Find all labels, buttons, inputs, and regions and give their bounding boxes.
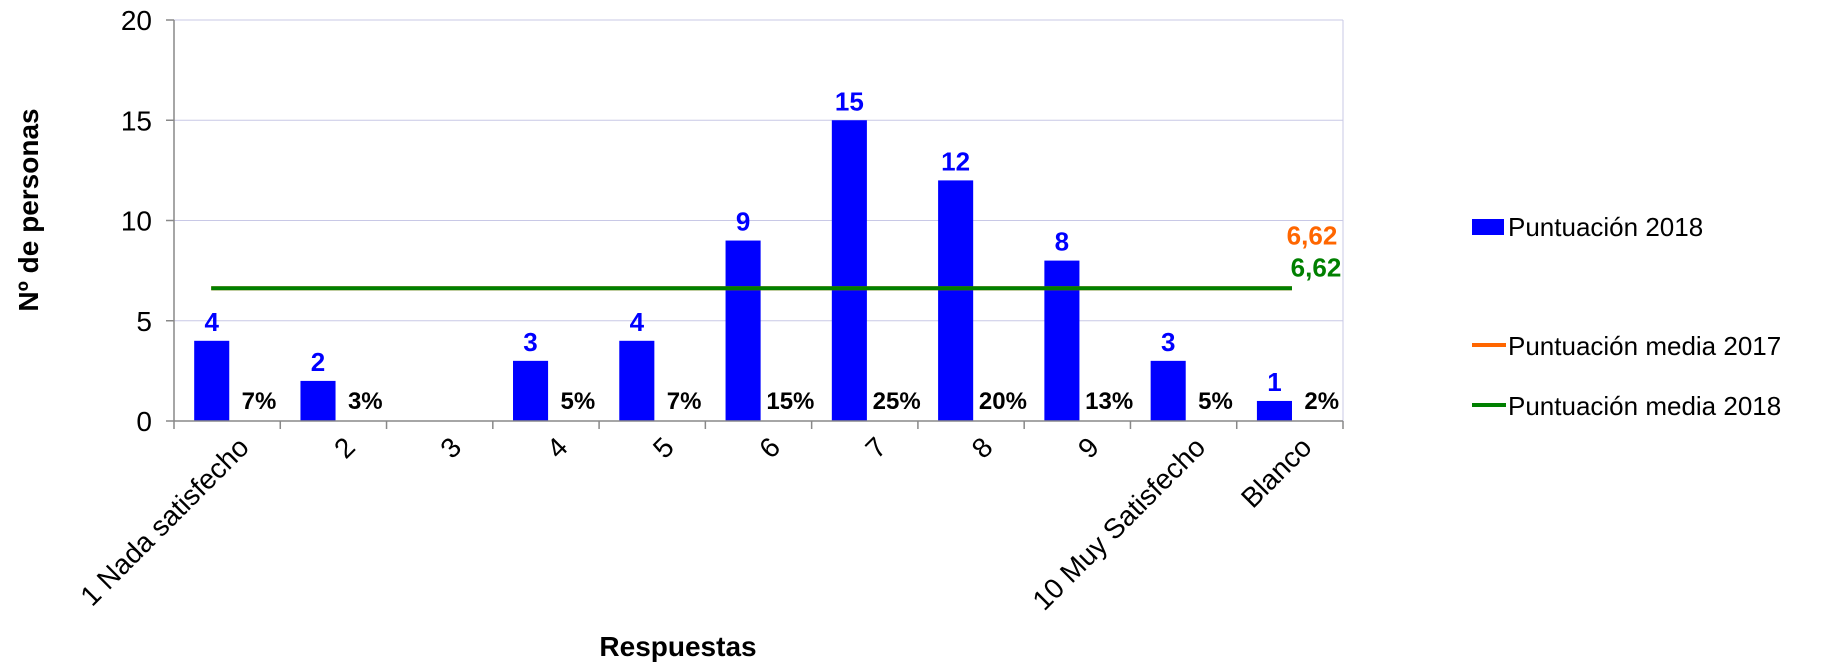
y-axis-title: Nº de personas: [13, 108, 44, 311]
x-tick-label-11: Blanco: [1235, 431, 1317, 513]
percent-label-10: 5%: [1198, 388, 1233, 415]
percent-label-1: 7%: [242, 388, 277, 415]
legend-item-mean-2017: Puntuación media 2017: [1472, 331, 1781, 361]
y-tick-label-10: 10: [121, 206, 152, 237]
x-tick-label-2: 2: [328, 431, 361, 464]
x-tick-label-7: 7: [859, 431, 892, 464]
legend: Puntuación 2018 Puntuación media 2017 Pu…: [1472, 212, 1781, 421]
percent-label-6: 15%: [766, 388, 814, 415]
x-tick-label-8: 8: [966, 431, 999, 464]
mean-label-2018: 6,62: [1291, 252, 1342, 282]
legend-item-bars: Puntuación 2018: [1472, 212, 1703, 242]
legend-label-mean-2017: Puntuación media 2017: [1508, 331, 1781, 361]
value-label-6: 9: [736, 207, 750, 237]
percent-label-4: 5%: [560, 388, 595, 415]
bar-6: [725, 240, 761, 421]
bar-7: [831, 120, 867, 421]
y-tick-label-15: 15: [121, 105, 152, 136]
legend-label-mean-2018: Puntuación media 2018: [1508, 391, 1781, 421]
x-tick-label-1: 1 Nada satisfecho: [74, 431, 254, 611]
bar-2: [300, 380, 336, 421]
value-label-7: 15: [835, 86, 864, 116]
bar-9: [1044, 260, 1080, 421]
value-label-2: 2: [311, 347, 325, 377]
x-tick-label-3: 3: [434, 431, 467, 464]
value-label-4: 3: [523, 327, 537, 357]
value-label-10: 3: [1161, 327, 1175, 357]
bar-11: [1256, 400, 1292, 421]
value-label-8: 12: [941, 146, 970, 176]
percent-label-9: 13%: [1085, 388, 1133, 415]
y-tick-label-20: 20: [121, 5, 152, 36]
legend-item-mean-2018: Puntuación media 2018: [1472, 391, 1781, 421]
x-tick-label-10: 10 Muy Satisfecho: [1026, 431, 1211, 616]
percent-label-11: 2%: [1304, 388, 1339, 415]
y-tick-label-0: 0: [136, 406, 152, 437]
y-tick-label-5: 5: [136, 306, 152, 337]
value-label-5: 4: [630, 307, 645, 337]
x-tick-label-5: 5: [647, 431, 680, 464]
legend-label-bars: Puntuación 2018: [1508, 212, 1703, 242]
value-label-9: 8: [1055, 227, 1069, 257]
percent-label-5: 7%: [667, 388, 702, 415]
legend-swatch-bars: [1472, 219, 1504, 235]
x-tick-label-4: 4: [541, 431, 574, 464]
value-label-11: 1: [1267, 367, 1281, 397]
data-labels: 4 7% 2 3% 3 5% 4 7% 9 15% 15 25% 12 20% 8 13% 3 5% 1 2% 6,62…: [204, 86, 1341, 415]
x-axis-title: Respuestas: [599, 631, 756, 662]
bar-4: [513, 360, 549, 421]
value-label-1: 4: [204, 307, 219, 337]
percent-label-8: 20%: [979, 388, 1027, 415]
bar-5: [619, 340, 655, 421]
gridlines: [174, 19, 1344, 421]
percent-label-2: 3%: [348, 388, 383, 415]
bar-8: [938, 180, 974, 421]
x-tick-label-9: 9: [1072, 431, 1105, 464]
mean-label-2017: 6,62: [1287, 220, 1338, 250]
x-tick-label-6: 6: [753, 431, 786, 464]
bars: [194, 120, 1292, 421]
percent-label-7: 25%: [873, 388, 921, 415]
bar-1: [194, 340, 230, 421]
bar-10: [1150, 360, 1186, 421]
